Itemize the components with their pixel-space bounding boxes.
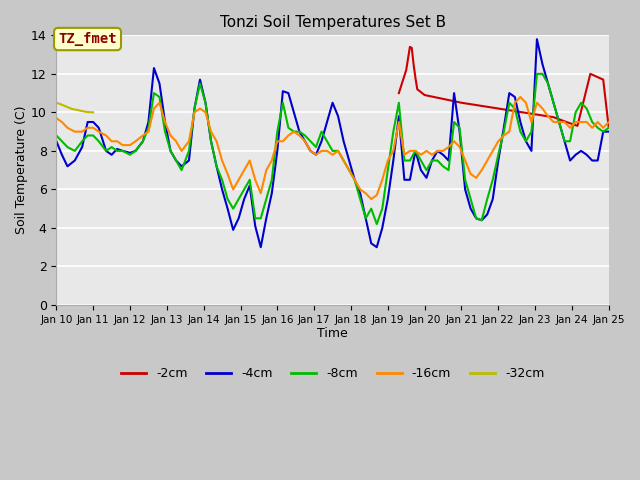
Title: Tonzi Soil Temperatures Set B: Tonzi Soil Temperatures Set B xyxy=(220,15,445,30)
X-axis label: Time: Time xyxy=(317,327,348,340)
Legend: -2cm, -4cm, -8cm, -16cm, -32cm: -2cm, -4cm, -8cm, -16cm, -32cm xyxy=(116,362,549,385)
Y-axis label: Soil Temperature (C): Soil Temperature (C) xyxy=(15,106,28,234)
Text: TZ_fmet: TZ_fmet xyxy=(58,32,117,46)
